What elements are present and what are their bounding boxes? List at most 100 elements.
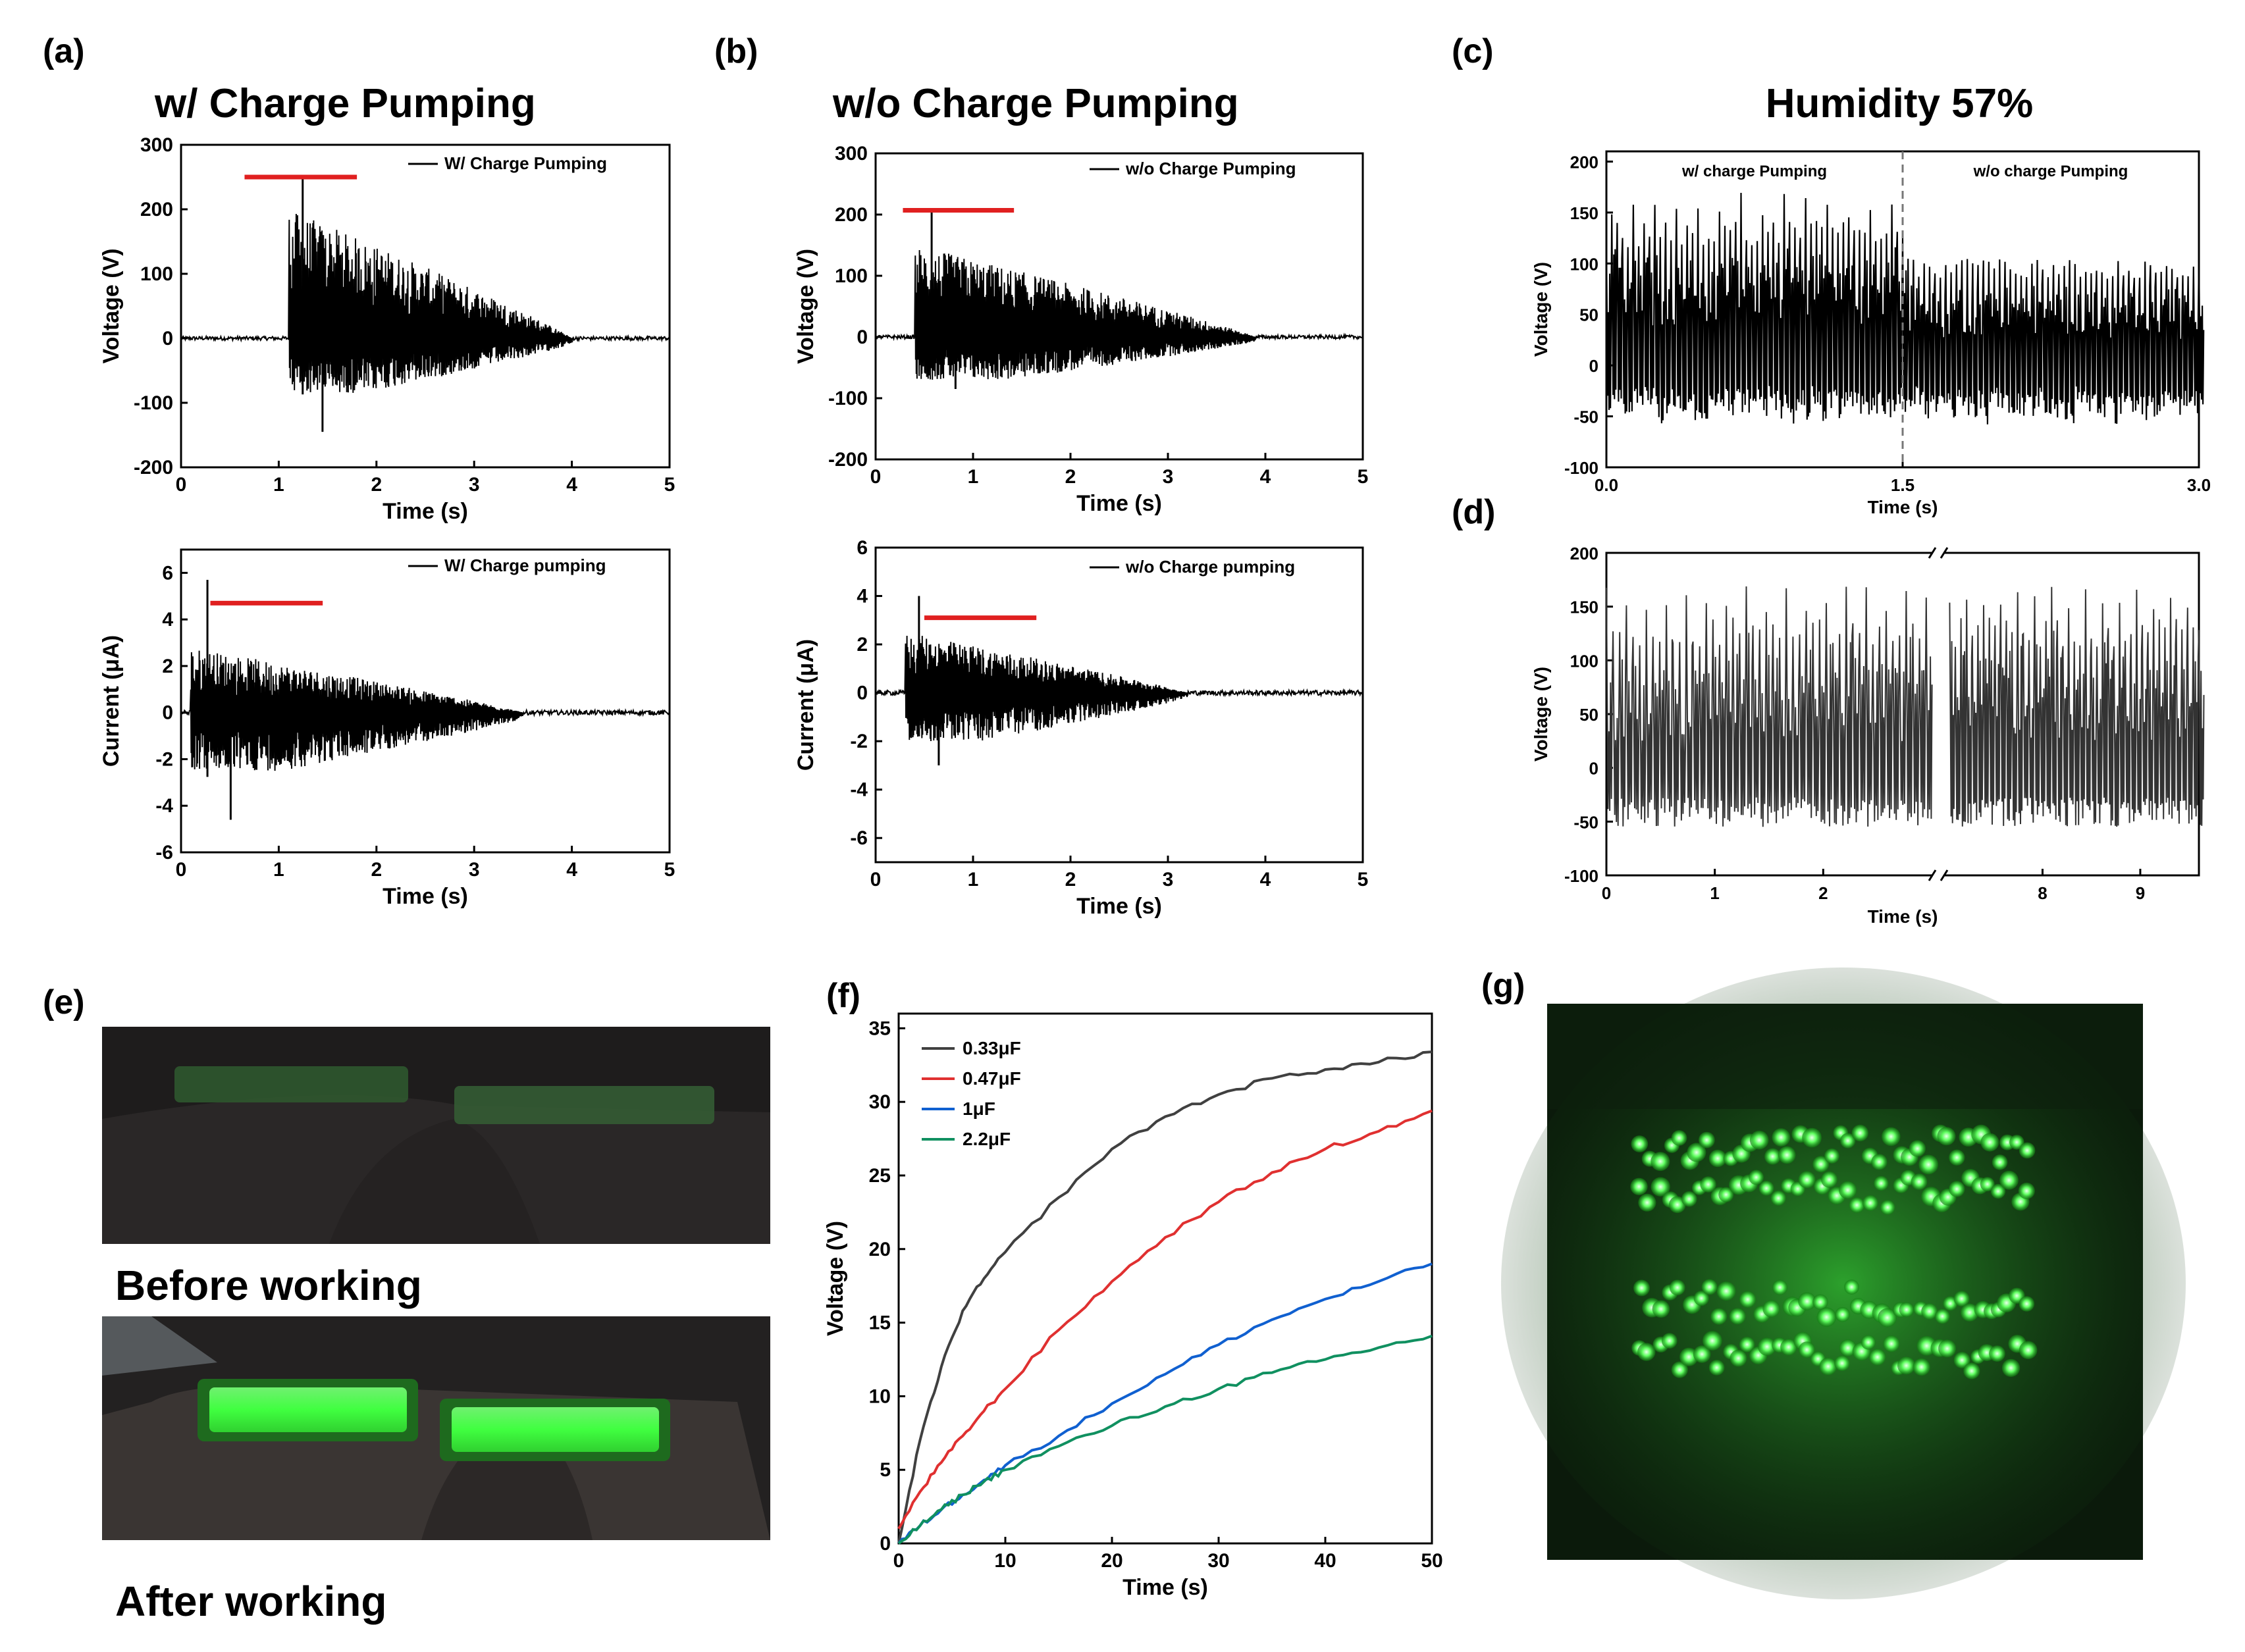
y-tick-label: 100 xyxy=(1570,254,1598,274)
legend-label: w/o Charge pumping xyxy=(1125,557,1295,577)
y-tick-label: 30 xyxy=(869,1091,891,1113)
x-tick-label: 5 xyxy=(664,859,675,881)
legend-label: W/ Charge pumping xyxy=(444,555,606,575)
y-tick-label: 0 xyxy=(162,702,173,724)
led-dot xyxy=(1911,1174,1928,1190)
y-tick-label: 200 xyxy=(1570,544,1598,563)
led-dot xyxy=(1671,1130,1687,1146)
signal-trace xyxy=(1606,586,1933,827)
panel-label-g: (g) xyxy=(1481,967,1525,1005)
x-axis-label: Time (s) xyxy=(1868,906,1938,927)
legend-label: 0.33μF xyxy=(963,1038,1021,1058)
led-dot xyxy=(1834,1355,1850,1372)
x-tick-label: 2 xyxy=(1818,883,1828,903)
series-line-1 xyxy=(897,1109,1433,1530)
led-dot xyxy=(1764,1148,1781,1165)
x-axis-label: Time (s) xyxy=(383,499,468,524)
led-dot xyxy=(1637,1343,1656,1361)
y-tick-label: -6 xyxy=(850,827,868,849)
led-dot xyxy=(1703,1331,1722,1351)
led-dot xyxy=(1871,1154,1888,1170)
x-tick-label: 3 xyxy=(469,859,480,881)
led-cluster xyxy=(1630,1124,2038,1380)
x-tick-label: 2 xyxy=(1065,869,1076,891)
y-tick-label: 100 xyxy=(140,263,173,285)
led-dot xyxy=(2019,1341,2038,1360)
led-dot xyxy=(1693,1345,1711,1363)
y-tick-label: 5 xyxy=(880,1459,891,1481)
caption-after: After working xyxy=(115,1578,386,1625)
x-tick-label: 0 xyxy=(870,466,882,488)
chart-b-current: 0 1 2 3 4 5 -6 -4 -2 0 2 4 6 Time (s) Current (μA) w/o … xyxy=(793,537,1368,919)
signal-trace xyxy=(1901,259,2205,425)
led-dot xyxy=(1878,1308,1897,1328)
led-dot xyxy=(1937,1127,1956,1146)
led-dot xyxy=(1897,1356,1916,1375)
y-tick-label: 6 xyxy=(162,562,173,584)
y-tick-label: 0 xyxy=(880,1533,891,1555)
led-dot xyxy=(1798,1171,1816,1189)
led-dot xyxy=(1938,1339,1957,1358)
x-tick-label: 0 xyxy=(893,1550,905,1572)
led-dot xyxy=(1819,1357,1837,1376)
y-tick-label: -50 xyxy=(1573,407,1598,427)
y-tick-label: 35 xyxy=(869,1018,891,1039)
x-tick-label: 0 xyxy=(870,869,882,891)
legend-label: 0.47μF xyxy=(963,1068,1021,1089)
x-axis-label: Time (s) xyxy=(383,884,468,909)
chart-a-voltage: 0 1 2 3 4 5 -200 -100 0 100 200 300 Time (s) Voltage … xyxy=(99,134,675,524)
series-label: w/ charge Pumping xyxy=(1681,163,1827,180)
y-tick-label: -6 xyxy=(155,842,173,864)
led-dot xyxy=(1849,1197,1865,1213)
y-tick-label: 20 xyxy=(869,1239,891,1260)
axis-break-mark xyxy=(1928,869,1937,881)
y-tick-label: 0 xyxy=(1589,759,1598,779)
led-dot xyxy=(1963,1362,1980,1380)
led-dot xyxy=(1770,1190,1786,1206)
y-tick-label: 15 xyxy=(869,1312,891,1334)
x-tick-label: 0.0 xyxy=(1595,475,1618,495)
y-tick-label: 0 xyxy=(1589,356,1598,376)
led-dot xyxy=(1839,1181,1857,1199)
led-dot xyxy=(1816,1307,1837,1327)
series-label: w/o charge Pumping xyxy=(1973,163,2128,180)
led-dot xyxy=(1839,1339,1857,1356)
led-dot xyxy=(1631,1135,1649,1152)
led-dot xyxy=(1949,1181,1965,1197)
title-a: w/ Charge Pumping xyxy=(154,81,536,126)
x-tick-label: 8 xyxy=(2038,883,2047,903)
axis-break-mark xyxy=(1940,547,1949,559)
chart-a-current: 0 1 2 3 4 5 -6 -4 -2 0 2 4 6 Time (s) Current (μA) W/ C… xyxy=(99,548,675,909)
axis-break-gap xyxy=(1933,871,1943,879)
led-dot xyxy=(1681,1191,1697,1207)
led-dot xyxy=(1874,1175,1889,1191)
y-tick-label: -2 xyxy=(850,731,868,752)
led-dot xyxy=(1762,1300,1780,1318)
panel-label-c: (c) xyxy=(1452,32,1494,70)
led-dot xyxy=(1812,1156,1830,1173)
led-dot xyxy=(1840,1133,1856,1149)
y-axis-label: Voltage (V) xyxy=(1531,667,1551,761)
led-dot xyxy=(1802,1127,1822,1148)
y-tick-label: 150 xyxy=(1570,598,1598,617)
x-tick-label: 50 xyxy=(1421,1550,1442,1572)
led-dot xyxy=(1780,1339,1797,1356)
y-tick-label: -200 xyxy=(828,449,868,471)
x-tick-label: 10 xyxy=(994,1550,1016,1572)
led-dot xyxy=(2019,1296,2035,1312)
x-tick-label: 4 xyxy=(1260,466,1271,488)
led-dot xyxy=(1700,1176,1716,1193)
led-dot xyxy=(1909,1140,1926,1157)
series-line-2 xyxy=(897,1262,1433,1545)
y-tick-label: 25 xyxy=(869,1165,891,1187)
y-tick-label: 300 xyxy=(140,134,173,156)
x-tick-label: 0 xyxy=(176,474,187,496)
y-axis-label: Voltage (V) xyxy=(1531,262,1551,357)
panel-label-e: (e) xyxy=(43,983,85,1021)
led-dot xyxy=(1749,1170,1764,1185)
x-tick-label: 5 xyxy=(664,474,675,496)
led-dot xyxy=(1739,1291,1756,1308)
x-tick-label: 3 xyxy=(469,474,480,496)
caption-before: Before working xyxy=(115,1262,422,1309)
x-tick-label: 1 xyxy=(968,466,979,488)
